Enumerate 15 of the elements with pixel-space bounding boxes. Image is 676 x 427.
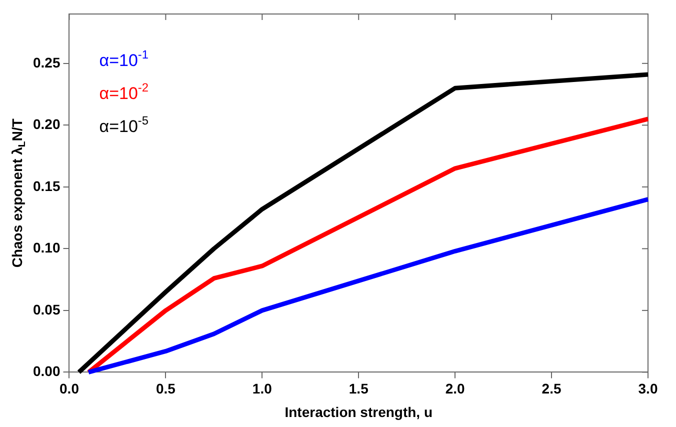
x-tick-label: 2.0 [445,380,466,396]
x-tick-label: 0.0 [60,380,80,396]
x-tick-label: 3.0 [638,380,658,396]
x-tick-label: 1.5 [348,380,369,396]
x-axis-title: Interaction strength, u [284,404,433,420]
y-tick-label: 0.25 [33,54,60,70]
x-tick-label: 2.5 [542,380,562,396]
y-tick-label: 0.20 [33,116,60,132]
x-tick-label: 0.5 [156,380,176,396]
x-tick-label: 1.0 [252,380,272,396]
y-tick-label: 0.00 [33,363,60,380]
y-tick-label: 0.15 [33,178,60,194]
y-tick-label: 0.10 [33,240,60,256]
y-tick-label: 0.05 [33,301,60,318]
y-axis-title: Chaos exponent λLN/T [9,118,28,268]
